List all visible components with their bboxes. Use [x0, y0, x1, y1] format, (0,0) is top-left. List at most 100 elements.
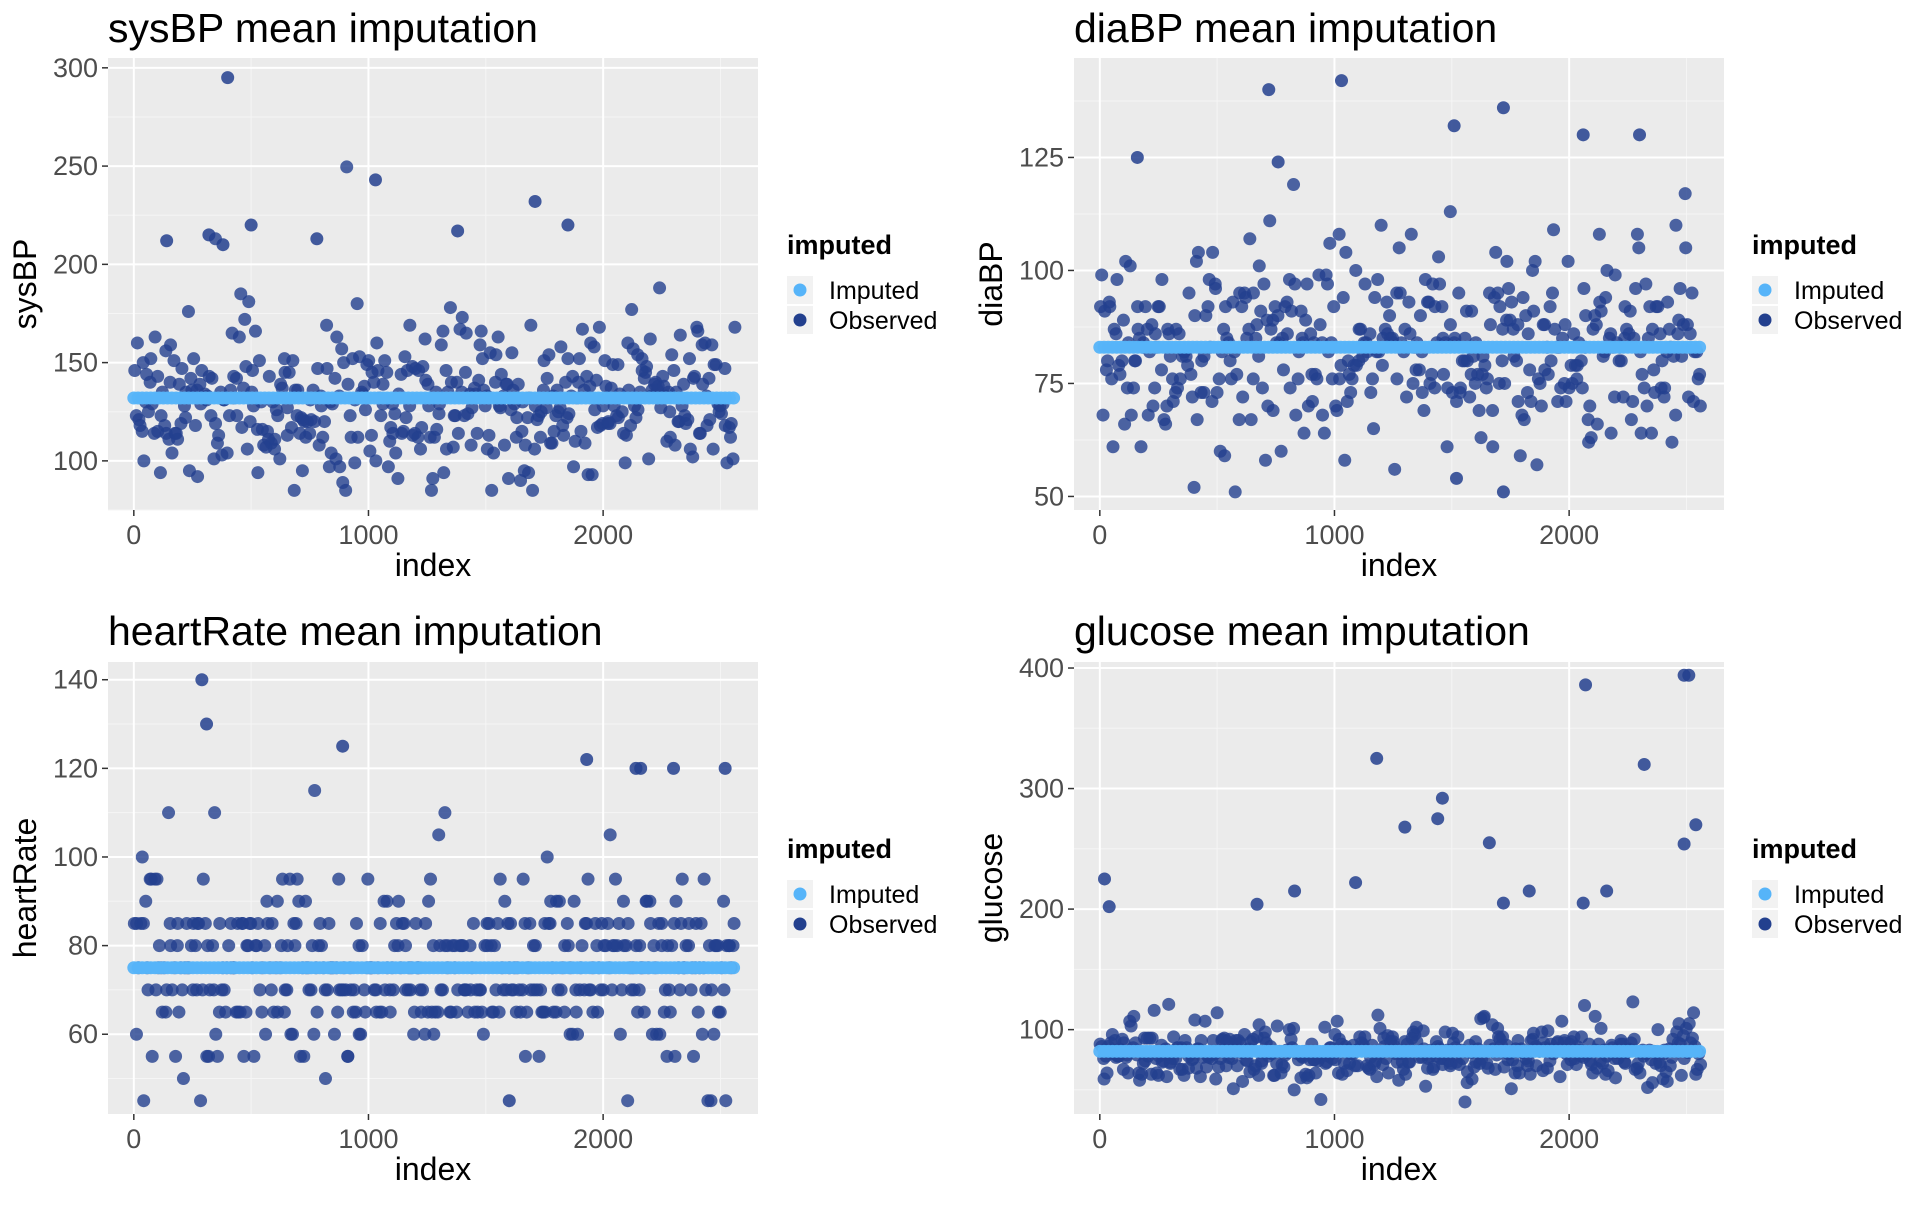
- observed-point: [354, 1027, 368, 1041]
- observed-point: [475, 1005, 489, 1019]
- observed-point: [240, 442, 254, 456]
- observed-point: [673, 983, 687, 997]
- observed-point: [1383, 309, 1397, 323]
- observed-point: [1465, 304, 1479, 318]
- observed-point: [1380, 295, 1394, 309]
- observed-point: [238, 312, 252, 326]
- observed-point: [202, 228, 216, 242]
- observed-point: [1412, 363, 1426, 377]
- observed-point: [1669, 408, 1683, 422]
- observed-point: [136, 916, 150, 930]
- observed-point: [697, 872, 711, 886]
- observed-point: [1127, 381, 1141, 395]
- y-tick-label: 120: [53, 753, 98, 783]
- observed-point: [631, 403, 645, 417]
- observed-point: [1440, 440, 1454, 454]
- observed-point: [380, 365, 394, 379]
- observed-point: [1661, 295, 1675, 309]
- observed-point: [181, 305, 195, 319]
- observed-point: [703, 413, 717, 427]
- observed-point: [705, 338, 719, 352]
- observed-point: [498, 894, 512, 908]
- y-tick-label: 400: [1019, 653, 1064, 683]
- observed-point: [1127, 1009, 1141, 1023]
- observed-point: [473, 338, 487, 352]
- observed-point: [1193, 1070, 1207, 1084]
- observed-point: [1432, 250, 1446, 264]
- observed-point: [1159, 417, 1173, 431]
- observed-point: [619, 428, 633, 442]
- legend-marker-observed: [793, 313, 807, 327]
- observed-point: [1393, 286, 1407, 300]
- observed-point: [248, 324, 262, 338]
- observed-point: [159, 1005, 173, 1019]
- observed-point: [129, 1027, 143, 1041]
- observed-point: [1297, 426, 1311, 440]
- observed-point: [1100, 1066, 1114, 1080]
- observed-point: [702, 371, 716, 385]
- y-axis-label: glucose: [973, 833, 1009, 943]
- observed-point: [1483, 318, 1497, 332]
- points: [127, 71, 742, 497]
- observed-point: [162, 806, 176, 820]
- observed-point: [358, 1005, 372, 1019]
- legend-label-imputed: Imputed: [829, 277, 919, 305]
- observed-point: [667, 363, 681, 377]
- observed-point: [137, 454, 151, 468]
- observed-point: [175, 983, 189, 997]
- legend-label-observed: Observed: [1794, 307, 1902, 335]
- observed-point: [348, 456, 362, 470]
- observed-point: [688, 369, 702, 383]
- observed-point: [333, 460, 347, 474]
- observed-point: [1349, 263, 1363, 277]
- observed-point: [1188, 309, 1202, 323]
- observed-point: [1116, 313, 1130, 327]
- observed-point: [1451, 1030, 1465, 1044]
- observed-point: [1287, 178, 1301, 192]
- y-tick-label: 150: [53, 348, 98, 378]
- points: [1093, 668, 1708, 1109]
- observed-point: [726, 452, 740, 466]
- observed-point: [347, 983, 361, 997]
- x-tick-label: 2000: [573, 520, 633, 550]
- observed-point: [330, 330, 344, 344]
- observed-point: [388, 407, 402, 421]
- observed-point: [1543, 300, 1557, 314]
- legend-marker-imputed: [1758, 283, 1772, 297]
- observed-point: [216, 238, 230, 252]
- observed-point: [1190, 413, 1204, 427]
- observed-point: [1095, 268, 1109, 282]
- observed-point: [1402, 295, 1416, 309]
- observed-point: [719, 1094, 733, 1108]
- observed-point: [1528, 254, 1542, 268]
- observed-point: [615, 405, 629, 419]
- observed-point: [633, 939, 647, 953]
- observed-point: [1314, 1093, 1328, 1107]
- legend-title: imputed: [787, 834, 892, 864]
- observed-point: [637, 1005, 651, 1019]
- observed-point: [1198, 1014, 1212, 1028]
- chart-panel-1: 0 1000 2000 100 150 200 250 300 sysBP mean imput…: [7, 5, 937, 583]
- observed-point: [436, 324, 450, 338]
- y-tick-label: 100: [1019, 255, 1064, 285]
- observed-point: [575, 939, 589, 953]
- observed-point: [376, 377, 390, 391]
- observed-point: [1371, 272, 1385, 286]
- observed-point: [528, 194, 542, 208]
- observed-point: [663, 1005, 677, 1019]
- observed-point: [221, 71, 235, 85]
- observed-point: [264, 983, 278, 997]
- observed-point: [520, 1005, 534, 1019]
- observed-point: [592, 320, 606, 334]
- observed-point: [1327, 300, 1341, 314]
- observed-point: [154, 409, 168, 423]
- observed-point: [438, 806, 452, 820]
- observed-point: [1252, 259, 1266, 273]
- observed-point: [1419, 1079, 1433, 1093]
- observed-point: [1449, 471, 1463, 485]
- points: [1093, 74, 1707, 499]
- observed-point: [1154, 363, 1168, 377]
- observed-point: [1647, 363, 1661, 377]
